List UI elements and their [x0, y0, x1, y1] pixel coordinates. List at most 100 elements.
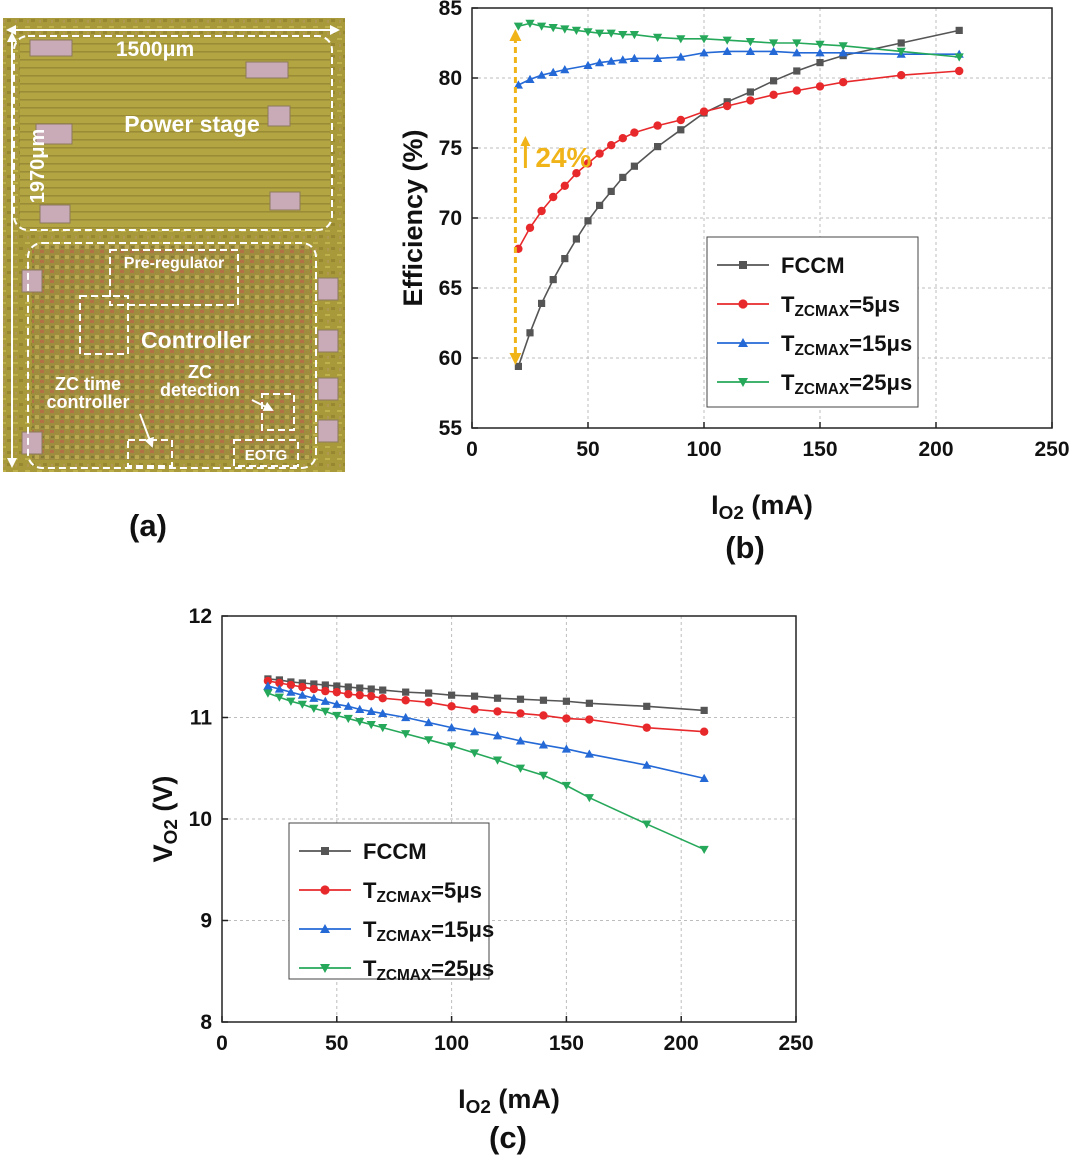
x-axis-label-sub: O2 [466, 1097, 491, 1118]
y-tick-label: 8 [200, 1011, 212, 1034]
legend-label-main: T [363, 917, 377, 942]
x-tick-label: 50 [576, 438, 599, 461]
legend-label-main: T [363, 956, 377, 981]
legend-label: TZCMAX=25μs [781, 370, 912, 398]
controller-label: Controller [141, 327, 251, 353]
data-point [343, 714, 353, 724]
data-point [618, 55, 628, 64]
data-point [401, 696, 410, 705]
data-point [676, 115, 685, 125]
eotg-label: EOTG [245, 447, 288, 464]
legend-label-sub: ZCMAX [794, 381, 849, 398]
data-point [700, 706, 708, 714]
data-point [596, 201, 604, 209]
data-point [838, 42, 848, 51]
data-point [513, 80, 523, 89]
data-point [699, 845, 709, 855]
y-tick-label: 70 [439, 207, 462, 230]
data-point [332, 687, 341, 697]
data-point [562, 697, 570, 705]
data-point [344, 689, 353, 699]
data-point [516, 709, 525, 718]
data-point [514, 362, 522, 370]
data-point [537, 70, 547, 79]
x-tick-label: 50 [325, 1032, 348, 1055]
data-point [815, 40, 825, 49]
controller-outline [27, 242, 317, 469]
data-point [699, 773, 709, 782]
bond-pad [317, 277, 339, 301]
data-point [263, 689, 273, 698]
data-point [745, 46, 755, 55]
x-axis-label-rest: (mA) [491, 1084, 560, 1114]
series-line [518, 22, 960, 58]
bond-pad [21, 431, 43, 455]
data-point [356, 684, 364, 692]
y-tick-label: 55 [439, 417, 463, 440]
data-point [838, 48, 848, 57]
data-point [699, 107, 709, 116]
data-point [538, 771, 549, 780]
series-FCCM [514, 26, 963, 370]
data-point [526, 329, 534, 337]
data-point [561, 255, 569, 263]
legend-label-rest: =25μs [431, 956, 494, 981]
data-point [425, 689, 433, 697]
bond-pad [35, 123, 73, 145]
data-point [653, 121, 662, 130]
data-point [770, 77, 778, 85]
data-point [584, 794, 594, 803]
x-tick-label: 100 [686, 438, 721, 461]
arrow-head-up [509, 29, 522, 41]
controller-core-outline [79, 295, 129, 355]
die-photo: 1500μm 1970μm Power stage Pre-regulator … [3, 18, 345, 472]
data-point [447, 742, 457, 751]
series-TZCMAX=25μs [263, 689, 709, 855]
pre-regulator-outline [109, 249, 239, 306]
zc-detection-label-line2: detection [160, 380, 240, 400]
legend-label-main: T [363, 878, 377, 903]
data-point [745, 38, 755, 47]
bond-pad [317, 329, 339, 353]
data-point [560, 25, 570, 34]
data-point [469, 749, 480, 758]
y-tick-label: 85 [439, 0, 463, 20]
legend-marker [739, 261, 747, 269]
data-point [286, 680, 296, 690]
legend-label-rest: =5μs [431, 878, 482, 903]
data-point [424, 736, 434, 745]
data-point [630, 162, 638, 170]
legend-label-sub: ZCMAX [376, 967, 431, 984]
data-point [309, 684, 319, 694]
data-point [333, 682, 341, 690]
bond-pad [317, 377, 339, 401]
data-point [897, 71, 906, 80]
data-point [493, 694, 502, 702]
efficiency-gain-label: 24% [535, 142, 591, 173]
series-line [517, 70, 960, 250]
data-point [572, 235, 580, 243]
data-point [321, 686, 330, 696]
data-point [642, 760, 652, 769]
data-point [746, 96, 755, 105]
x-axis-label-rest: (mA) [744, 490, 813, 520]
data-point [839, 78, 848, 87]
data-point [897, 39, 905, 47]
data-point [320, 707, 330, 717]
data-point [676, 52, 686, 61]
legend-marker [321, 847, 329, 855]
data-point [448, 691, 456, 699]
data-point [792, 86, 801, 95]
data-point [539, 696, 548, 704]
data-point [401, 730, 411, 739]
series-line [267, 678, 705, 712]
y-tick-label: 65 [439, 277, 463, 300]
legend-label: TZCMAX=5μs [363, 878, 482, 906]
data-point [538, 740, 549, 749]
series-TZCMAX=25μs [513, 19, 964, 62]
ticks: 0 50 100 150 200 250 8 9 10 11 12 [189, 605, 814, 1055]
legend-marker [738, 338, 748, 347]
data-point [642, 723, 651, 732]
